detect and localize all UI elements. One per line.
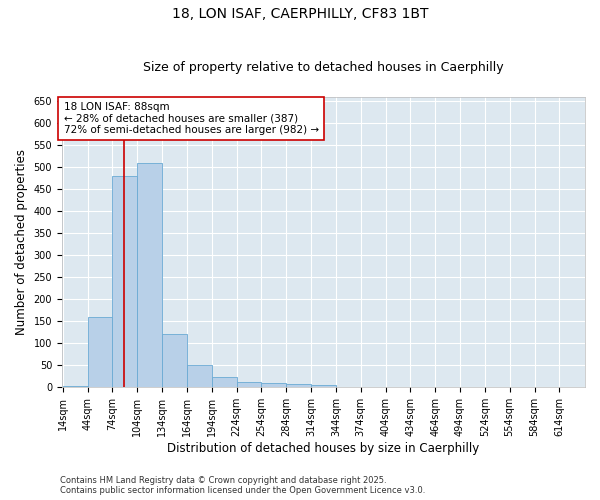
Bar [137,162,162,388]
Bar [63,386,88,388]
Bar [286,384,311,388]
Text: 18 LON ISAF: 88sqm
← 28% of detached houses are smaller (387)
72% of semi-detach: 18 LON ISAF: 88sqm ← 28% of detached hou… [64,102,319,135]
Bar [212,377,236,388]
Bar [88,317,112,388]
Y-axis label: Number of detached properties: Number of detached properties [15,149,28,335]
Bar [112,176,137,388]
Text: 18, LON ISAF, CAERPHILLY, CF83 1BT: 18, LON ISAF, CAERPHILLY, CF83 1BT [172,8,428,22]
Bar [262,383,286,388]
Bar [311,385,336,388]
Bar [187,366,212,388]
Bar [236,382,262,388]
Text: Contains HM Land Registry data © Crown copyright and database right 2025.
Contai: Contains HM Land Registry data © Crown c… [60,476,425,495]
Bar [162,334,187,388]
X-axis label: Distribution of detached houses by size in Caerphilly: Distribution of detached houses by size … [167,442,479,455]
Title: Size of property relative to detached houses in Caerphilly: Size of property relative to detached ho… [143,62,504,74]
